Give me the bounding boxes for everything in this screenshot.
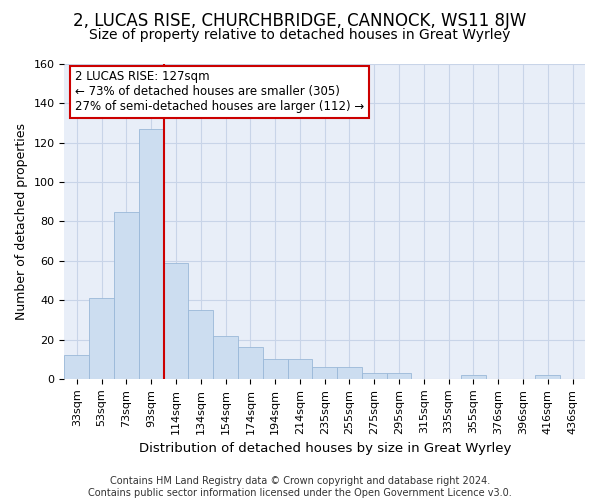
Bar — [386, 373, 412, 379]
Text: 2 LUCAS RISE: 127sqm
← 73% of detached houses are smaller (305)
27% of semi-deta: 2 LUCAS RISE: 127sqm ← 73% of detached h… — [75, 70, 364, 114]
Bar — [89, 298, 114, 379]
Bar — [362, 373, 386, 379]
Bar — [461, 375, 486, 379]
Bar — [114, 212, 139, 379]
Y-axis label: Number of detached properties: Number of detached properties — [15, 123, 28, 320]
Bar — [188, 310, 213, 379]
Text: Contains HM Land Registry data © Crown copyright and database right 2024.
Contai: Contains HM Land Registry data © Crown c… — [88, 476, 512, 498]
Bar — [139, 129, 164, 379]
Bar — [164, 263, 188, 379]
Text: 2, LUCAS RISE, CHURCHBRIDGE, CANNOCK, WS11 8JW: 2, LUCAS RISE, CHURCHBRIDGE, CANNOCK, WS… — [73, 12, 527, 30]
Bar — [313, 367, 337, 379]
Bar — [287, 360, 313, 379]
Bar — [64, 356, 89, 379]
Text: Size of property relative to detached houses in Great Wyrley: Size of property relative to detached ho… — [89, 28, 511, 42]
Bar — [263, 360, 287, 379]
Bar — [535, 375, 560, 379]
Bar — [337, 367, 362, 379]
X-axis label: Distribution of detached houses by size in Great Wyrley: Distribution of detached houses by size … — [139, 442, 511, 455]
Bar — [213, 336, 238, 379]
Bar — [238, 348, 263, 379]
